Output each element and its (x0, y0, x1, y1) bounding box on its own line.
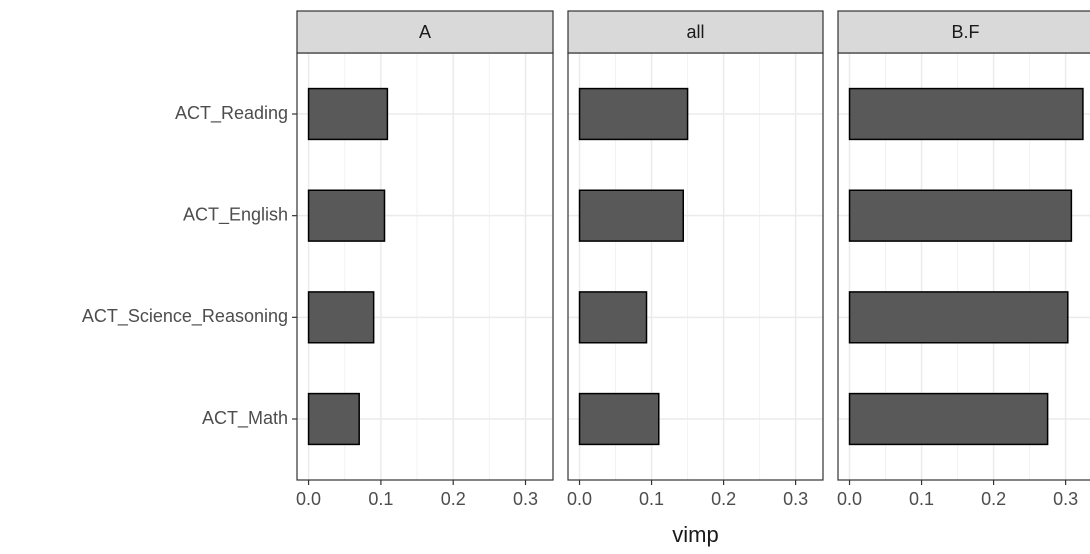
x-tick-label: 0.3 (513, 489, 538, 509)
x-tick-label: 0.1 (639, 489, 664, 509)
bar (307, 87, 389, 141)
bar (848, 392, 1049, 446)
x-tick-label: 0.3 (1053, 489, 1078, 509)
bar (848, 87, 1084, 141)
bar (307, 291, 375, 344)
x-tick-label: 0.3 (783, 489, 808, 509)
bar (848, 291, 1069, 344)
x-tick-label: 0.1 (909, 489, 934, 509)
x-tick-label: 0.0 (567, 489, 592, 509)
facet-panel: A 0.0 0.1 0.2 0.3 ACT_Reading ACT_English ACT_S… (82, 10, 554, 509)
y-tick-label: ACT_English (183, 204, 288, 225)
bar (848, 189, 1073, 242)
bar (578, 291, 648, 344)
bar (307, 189, 386, 242)
x-tick-label: 0.0 (837, 489, 862, 509)
facet-panel: all 0.0 0.1 0.2 0.3 (567, 10, 824, 509)
x-tick-label: 0.1 (368, 489, 393, 509)
bar (578, 392, 660, 446)
y-tick-label: ACT_Math (202, 408, 288, 429)
x-tick-label: 0.0 (296, 489, 321, 509)
strip-text: B.F (951, 22, 979, 42)
x-tick-label: 0.2 (981, 489, 1006, 509)
facet-panel: B.F 0.0 0.1 0.2 0.3 (837, 10, 1090, 509)
x-axis-title: vimp (672, 522, 718, 547)
strip (567, 10, 824, 54)
y-tick-label: ACT_Science_Reasoning (82, 306, 288, 327)
x-tick-label: 0.2 (441, 489, 466, 509)
x-tick-label: 0.2 (711, 489, 736, 509)
bar (307, 392, 360, 446)
strip (296, 10, 554, 54)
y-tick-label: ACT_Reading (175, 103, 288, 124)
bar (578, 189, 685, 242)
strip (837, 10, 1090, 54)
strip-text: all (686, 22, 704, 42)
bar (578, 87, 689, 141)
strip-text: A (419, 22, 431, 42)
